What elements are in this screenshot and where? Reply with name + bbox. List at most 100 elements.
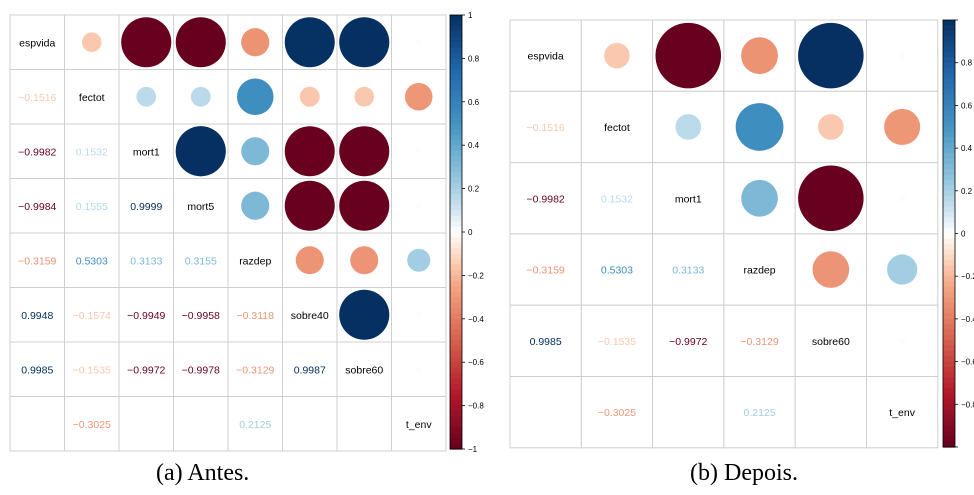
colorbar-segment: [943, 164, 955, 171]
colorbar-segment: [450, 166, 462, 173]
colorbar-segment: [943, 57, 955, 64]
colorbar-segment: [943, 222, 955, 229]
corr-value-label: −0.9978: [182, 364, 220, 376]
corr-value-label: 0.5303: [76, 255, 108, 267]
colorbar-segment: [450, 25, 462, 32]
corr-circle: [812, 251, 850, 288]
corr-circle: [350, 246, 379, 275]
grid-cell: [866, 376, 939, 449]
colorbar-segment: [943, 46, 955, 53]
corr-value-label: −0.3159: [18, 255, 56, 267]
colorbar-tick-label: −0.6: [468, 358, 484, 367]
grid-cell: [173, 396, 229, 452]
colorbar-segment: [943, 313, 955, 320]
corr-value-label: 0.9985: [21, 364, 53, 376]
colorbar-segment: [450, 118, 462, 125]
variable-label: sobre60: [345, 364, 383, 376]
corrplot-antes: espvida −0.1516 fectot −0.9982 0.1532 mort1 −0…: [9, 14, 447, 452]
colorbar-segment: [943, 148, 955, 155]
corr-circle: [295, 246, 324, 275]
corr-circle: [741, 37, 778, 75]
corr-value-label: 0.1555: [76, 201, 108, 213]
grid-cell: [652, 376, 725, 449]
corr-circle: [236, 78, 274, 116]
corr-circle: [299, 86, 320, 107]
grid-cell: [336, 396, 392, 452]
grid-cell: [391, 396, 447, 452]
colorbar-segment: [943, 356, 955, 363]
grid-cell: [652, 233, 725, 306]
corr-circle: [604, 42, 630, 69]
corr-circle: [735, 103, 784, 151]
corr-circle: [354, 86, 375, 107]
colorbar-segment: [450, 253, 462, 260]
colorbar-segment: [450, 286, 462, 293]
corr-value-label: −0.9982: [527, 193, 565, 205]
grid-cell: [509, 376, 582, 449]
colorbar-segment: [450, 443, 462, 450]
colorbar-segment: [450, 340, 462, 347]
colorbar-segment: [943, 377, 955, 384]
colorbar-segment: [943, 180, 955, 187]
grid-cell: [9, 178, 65, 234]
corr-circle: [798, 165, 864, 232]
colorbar-segment: [450, 248, 462, 255]
colorbar-segment: [943, 382, 955, 389]
colorbar-segment: [450, 389, 462, 396]
grid-cell: [652, 304, 725, 378]
grid-cell: [336, 341, 392, 397]
colorbar-segment: [450, 199, 462, 206]
colorbar-segment: [450, 215, 462, 222]
colorbar-segment: [450, 383, 462, 390]
colorbar-segment: [943, 292, 955, 299]
colorbar-segment: [943, 25, 955, 32]
colorbar-tick-label: 1: [468, 11, 473, 20]
corr-circle: [339, 180, 390, 231]
caption-antes: (a) Antes.: [156, 460, 250, 486]
colorbar-segment: [943, 190, 955, 197]
colorbar-segment: [943, 297, 955, 304]
colorbar-segment: [450, 324, 462, 331]
colorbar-tick-label: 0.2: [468, 185, 480, 194]
colorbar-tick-label: 0.8: [961, 59, 973, 68]
grid-cell: [723, 304, 796, 378]
colorbar-segment: [943, 286, 955, 293]
grid-cell: [173, 232, 229, 288]
colorbar-segment: [943, 169, 955, 176]
colorbar-segment: [943, 254, 955, 261]
colorbar-segment: [450, 112, 462, 119]
colorbar-segment: [943, 249, 955, 256]
grid-cell: [118, 178, 174, 234]
corr-circle: [898, 194, 906, 202]
colorbar-segment: [450, 20, 462, 27]
colorbar-segment: [943, 270, 955, 277]
colorbar-segment: [943, 116, 955, 123]
colorbar-segment: [943, 318, 955, 325]
colorbar-segment: [450, 90, 462, 97]
colorbar-segment: [450, 297, 462, 304]
colorbar-segment: [450, 36, 462, 43]
corr-value-label: 0.2125: [743, 407, 775, 419]
corr-value-label: −0.3118: [237, 310, 275, 322]
corr-circle: [416, 148, 422, 154]
corr-circle: [741, 179, 778, 217]
colorbar-segment: [450, 15, 462, 22]
grid-cell: [652, 162, 725, 235]
colorbar-segment: [943, 158, 955, 165]
grid-cell: [580, 376, 654, 449]
corr-circle: [175, 17, 226, 68]
colorbar-segment: [450, 150, 462, 157]
variable-label: razdep: [239, 255, 271, 267]
corr-circle: [898, 52, 906, 59]
grid-cell: [64, 69, 120, 125]
corr-value-label: −0.1574: [73, 310, 111, 322]
corrplot-depois: espvida −0.1516 fectot −0.9982 0.1532 mort1 −0…: [509, 19, 939, 449]
variable-label: sobre60: [812, 336, 850, 348]
corr-value-label: −0.3129: [236, 364, 274, 376]
corr-circle: [416, 39, 422, 45]
colorbar-segment: [450, 139, 462, 146]
grid-cell: [118, 123, 174, 179]
grid-cell: [391, 14, 447, 70]
corr-value-label: 0.1532: [601, 193, 633, 205]
grid-cell: [509, 162, 582, 235]
